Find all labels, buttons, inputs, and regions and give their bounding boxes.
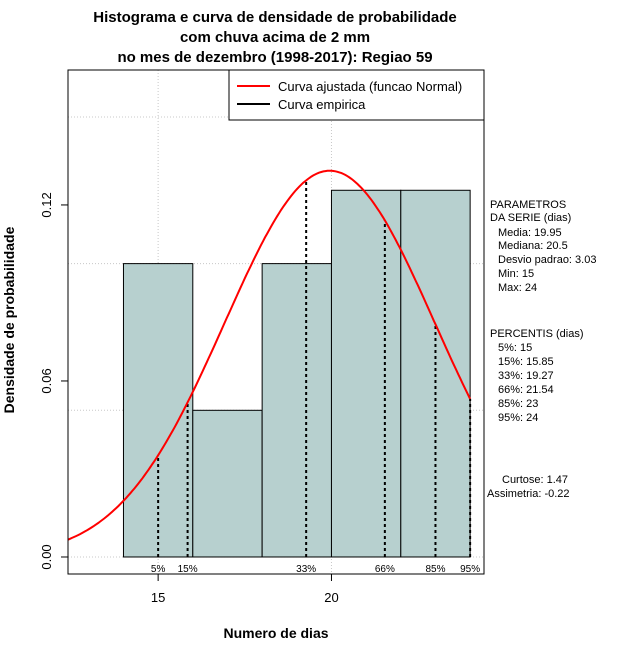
percentile-label-3: 66% (375, 564, 395, 575)
legend: Curva ajustada (funcao Normal) Curva emp… (228, 69, 485, 121)
param-max: Max: 24 (498, 282, 537, 294)
percentil-33: 33%: 19.27 (498, 370, 554, 382)
x-axis: 15 20 (151, 574, 339, 605)
stat-curtose: Curtose: 1.47 (502, 474, 568, 486)
histogram-bar-2 (261, 263, 332, 558)
percentil-85: 85%: 23 (498, 398, 538, 410)
percentil-95: 95%: 24 (498, 412, 538, 424)
x-tick-label-1: 20 (324, 590, 338, 605)
histogram-bar-3 (330, 189, 402, 558)
y-axis-label: Densidade de probabilidade (1, 226, 17, 413)
param-min: Min: 15 (498, 268, 534, 280)
percentile-label-2: 33% (296, 564, 316, 575)
param-desvio: Desvio padrao: 3.03 (498, 254, 596, 266)
params-title-1: PARAMETROS (490, 199, 566, 211)
percentile-lines (157, 180, 472, 557)
title-line-1: Histograma e curva de densidade de proba… (93, 9, 456, 26)
percentile-label-1: 15% (178, 564, 198, 575)
x-tick-label-0: 15 (151, 590, 165, 605)
params-title-2: DA SERIE (dias) (490, 212, 571, 224)
normal-curve (67, 169, 471, 541)
legend-box (228, 69, 485, 121)
title-line-3: no mes de dezembro (1998-2017): Regiao 5… (117, 49, 432, 66)
chart-title: Histograma e curva de densidade de proba… (93, 9, 456, 66)
y-axis: 0.00 0.06 0.12 (39, 192, 68, 570)
percentil-15: 15%: 15.85 (498, 356, 554, 368)
percentil-66: 66%: 21.54 (498, 384, 554, 396)
percentil-5: 5%: 15 (498, 342, 532, 354)
y-tick-label-2: 0.12 (39, 192, 54, 217)
param-media: Media: 19.95 (498, 227, 562, 239)
percentile-labels: 5% 15% 33% 66% 85% 95% (151, 564, 480, 575)
histogram-bars (122, 189, 471, 558)
stat-assimetria: Assimetria: -0.22 (487, 488, 570, 500)
legend-label-empirica: Curva empirica (278, 97, 366, 112)
percentile-label-5: 95% (460, 564, 480, 575)
x-axis-label: Numero de dias (223, 625, 328, 641)
y-tick-label-0: 0.00 (39, 544, 54, 569)
statistics-panel: PARAMETROS DA SERIE (dias) Media: 19.95 … (487, 199, 596, 500)
percentis-title: PERCENTIS (dias) (490, 328, 584, 340)
legend-label-normal: Curva ajustada (funcao Normal) (278, 79, 462, 94)
y-tick-label-1: 0.06 (39, 368, 54, 393)
histogram-bar-1 (192, 409, 263, 558)
param-mediana: Mediana: 20.5 (498, 240, 568, 252)
title-line-2: com chuva acima de 2 mm (180, 29, 370, 46)
percentile-label-4: 85% (425, 564, 445, 575)
percentile-label-0: 5% (151, 564, 166, 575)
